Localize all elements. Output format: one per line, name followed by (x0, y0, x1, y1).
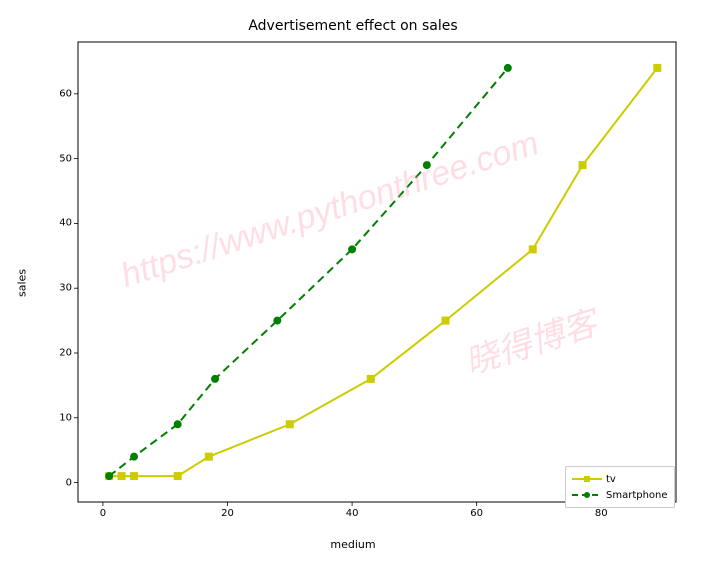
legend-item: Smartphone (572, 487, 668, 503)
y-tick-label: 10 (59, 412, 72, 423)
y-tick-label: 30 (59, 283, 72, 294)
legend-box: tv Smartphone (565, 466, 675, 508)
series-marker (367, 375, 374, 382)
chart-title: Advertisement effect on sales (0, 18, 706, 34)
series-marker (529, 246, 536, 253)
legend-item: tv (572, 471, 668, 487)
series-marker (106, 473, 113, 480)
series-marker (349, 246, 356, 253)
series-marker (174, 421, 181, 428)
series-marker (286, 421, 293, 428)
y-tick-label: 20 (59, 347, 72, 358)
y-tick-label: 60 (59, 88, 72, 99)
x-tick-label: 60 (470, 508, 483, 519)
series-marker (654, 64, 661, 71)
series-marker (131, 453, 138, 460)
series-marker (118, 473, 125, 480)
y-tick-label: 40 (59, 218, 72, 229)
legend-swatch (572, 473, 602, 485)
y-tick-label: 50 (59, 153, 72, 164)
legend-label: Smartphone (606, 490, 668, 501)
y-axis-label: sales (16, 268, 29, 296)
series-marker (442, 317, 449, 324)
x-tick-label: 20 (221, 508, 234, 519)
legend-label: tv (606, 474, 616, 485)
series-marker (205, 453, 212, 460)
series-marker (174, 473, 181, 480)
x-tick-label: 0 (100, 508, 106, 519)
legend-swatch (572, 489, 602, 501)
series-marker (212, 375, 219, 382)
series-marker (131, 473, 138, 480)
y-tick-label: 0 (66, 477, 72, 488)
series-marker (274, 317, 281, 324)
series-marker (579, 162, 586, 169)
legend: tv Smartphone (565, 466, 675, 508)
x-tick-label: 80 (595, 508, 608, 519)
x-axis-label: medium (0, 538, 706, 551)
x-tick-label: 40 (346, 508, 359, 519)
figure: Advertisement effect on sales sales medi… (0, 0, 706, 565)
series-marker (504, 64, 511, 71)
